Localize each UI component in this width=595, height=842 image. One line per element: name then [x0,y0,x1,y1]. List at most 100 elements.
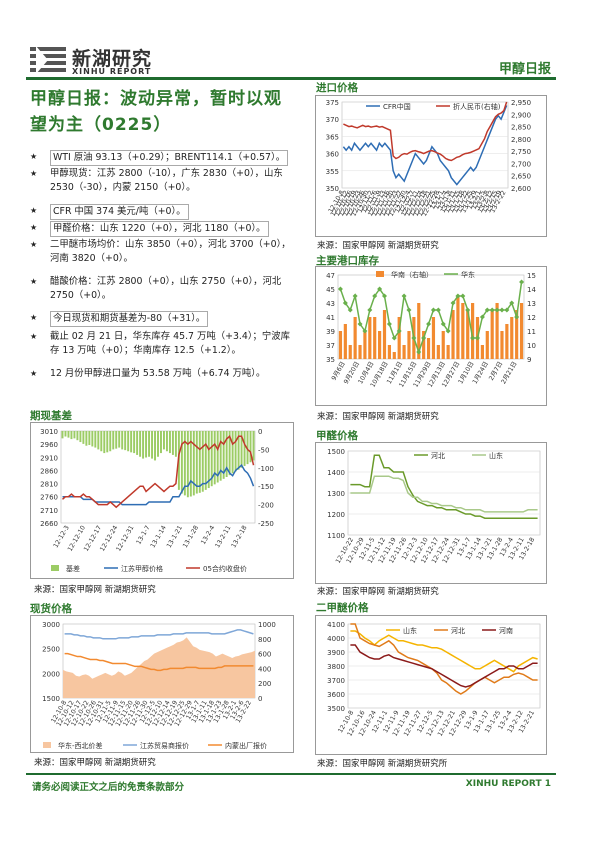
y-right-tick-label: -150 [258,483,274,491]
y-tick-label: 4100 [327,621,345,629]
bar [338,331,343,359]
y-tick-label: 3600 [327,691,345,699]
bar [234,431,237,472]
y-tick-label: 3500 [327,705,345,713]
data-point [406,307,412,313]
y-tick-label: 41 [326,314,335,322]
bar [225,431,228,477]
y-right-tick-label: 0 [258,428,262,436]
bar [124,431,127,451]
bar [109,431,112,452]
y-tick-label: 3010 [40,428,58,436]
y-tick-label: 45 [326,286,335,294]
bar [237,431,240,470]
legend-label: 华东-西北价差 [58,741,103,750]
y-right-tick-label: -100 [258,465,274,473]
bar [213,431,216,485]
y-right-tick-label: 2,600 [511,185,531,193]
bar [165,431,168,452]
legend-label: 江苏甲醇价格 [121,564,163,573]
plot-frame [337,274,525,360]
bar [186,431,189,498]
bar [154,431,156,461]
bullet-text: 今日现货和期货基差为-80（+31）。 [50,311,209,327]
data-point [426,321,432,327]
bar [231,431,234,474]
bar [142,431,145,459]
bar [480,345,484,359]
star-icon: ★ [30,152,38,161]
y-tick-label: 2810 [40,481,58,489]
bar [426,338,431,359]
y-tick-label: 355 [326,168,339,176]
data-point [382,293,387,299]
bar [505,324,509,359]
y-tick-label: 1500 [327,448,345,456]
bar [368,317,372,359]
y-right-tick-label: 14 [527,286,536,294]
bar [519,303,524,359]
bar [94,431,97,448]
y-tick-label: 2710 [40,507,58,515]
y-right-tick-label: 13 [527,300,536,308]
data-point [489,307,495,313]
bar [490,310,494,359]
bullet-text: 截止 02 月 21 日，华东库存 45.7 万吨（+3.4）；宁波库存 13 … [50,331,291,356]
bar [446,345,450,359]
series-line [350,475,538,513]
series-line [350,454,538,519]
y-right-tick-label: 2,800 [511,136,531,144]
bar [461,303,465,359]
chart-stock: 35 37 39 41 43 45 47 9 10 11 12 13 14 15 9月6日 9月20日 10月4… [315,266,547,406]
bar [373,317,377,359]
bar [67,431,70,438]
legend-label: 山东 [403,626,417,635]
section-spot: 现货价格 [30,603,72,615]
bar [189,431,192,497]
bar [343,324,347,359]
y-tick-label: 2860 [40,467,58,475]
data-point [494,307,500,313]
bar [85,431,88,446]
bar [145,431,148,458]
bar [73,431,76,439]
star-icon: ★ [30,332,38,341]
bar [392,352,396,359]
bar [378,331,382,359]
data-point [347,307,353,313]
source-spot: 来源：国家甲醇网 新湖期货研究 [34,758,156,768]
data-point [445,328,451,334]
bar [471,303,475,359]
bullet-text: 甲醛价格：山东 1220（+0），河北 1180（+0）。 [50,221,269,237]
bullet-text: 醋酸价格：江苏 2800（+0），山东 2750（+0），河北 2750（+0）… [50,276,282,301]
data-point [342,300,348,306]
data-point [372,293,378,299]
bar [91,431,94,447]
y-tick-label: 365 [326,133,339,141]
y-tick-label: 37 [326,342,335,350]
bar [397,317,401,359]
bar [183,431,186,496]
bar [348,345,352,359]
bar [252,431,255,461]
bar [246,431,249,465]
x-tick-label: 13-2-4 [200,525,216,546]
bar [136,431,139,455]
series-line [64,629,254,640]
section-formaldehyde: 甲醛价格 [316,430,358,442]
footer-disclaimer: 请务必阅读正文之后的免责条款部分 [32,782,185,793]
bar [133,431,136,454]
star-icon: ★ [30,369,38,378]
data-point [514,314,520,320]
y-tick-label: 350 [326,185,339,193]
data-point [362,328,368,334]
bar [61,431,64,439]
bar [88,431,91,445]
data-point [470,335,476,341]
chart-spot: 1500 2000 2500 3000 0 200 400 600 800 1000 12-10-8… [30,615,294,753]
y-tick-label: 35 [326,356,335,364]
section-import-price: 进口价格 [316,82,358,94]
bar [174,431,177,457]
y-right-tick-label: -200 [258,502,274,510]
chart-formaldehyde: 1100 1200 1300 1400 1500 12-10-22 12-10-29 12-1… [315,442,547,584]
